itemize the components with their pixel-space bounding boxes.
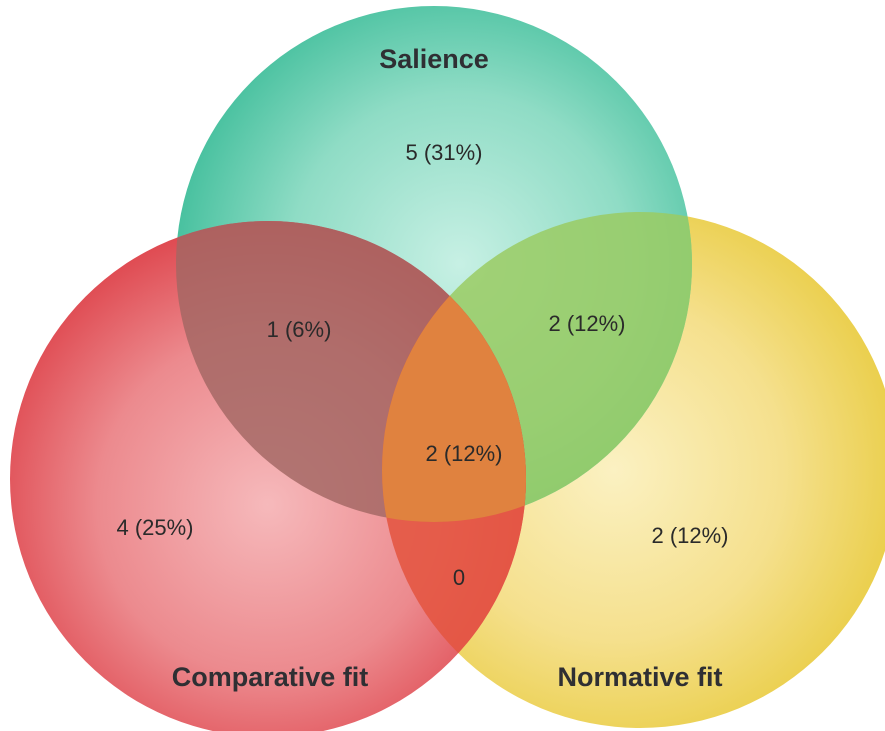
normative-fit-label: Normative fit — [557, 662, 722, 692]
normative-only-count: 2 (12%) — [651, 523, 728, 548]
salience-only-count: 5 (31%) — [405, 140, 482, 165]
salience-label: Salience — [379, 44, 489, 74]
comparative-normative-count: 0 — [453, 565, 465, 590]
comparative-only-count: 4 (25%) — [116, 515, 193, 540]
all-three-count: 2 (12%) — [425, 441, 502, 466]
salience-normative-count: 2 (12%) — [548, 311, 625, 336]
comparative-fit-label: Comparative fit — [172, 662, 369, 692]
salience-comparative-count: 1 (6%) — [267, 317, 332, 342]
